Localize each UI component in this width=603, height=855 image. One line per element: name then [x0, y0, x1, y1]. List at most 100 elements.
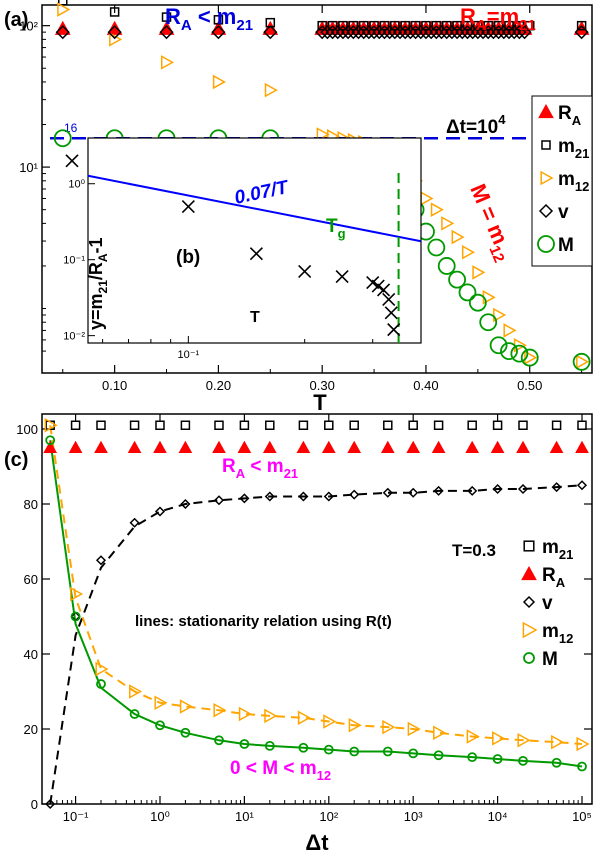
panel-b-point: [181, 200, 195, 214]
panel-a-legend-label-RA: RA: [558, 103, 582, 128]
panel-a-point-m21: [348, 20, 359, 31]
panel-c-point-m12: [492, 731, 506, 746]
panel-b-point: [298, 264, 312, 279]
panel-a-point-m21: [390, 20, 400, 31]
panel-a-legend-label-m21: m21: [558, 136, 589, 161]
panel-a-point-v: [361, 25, 376, 40]
panel-c-point-m21: [433, 420, 444, 430]
panel-a-point-m12: [212, 74, 226, 90]
panel-c-legend-label-m12: m12: [542, 621, 573, 646]
panel-c-point-m21: [349, 420, 359, 430]
panel-b-point: [387, 323, 401, 337]
panel-a-series-v: [55, 25, 589, 40]
panel-a-point-m12: [451, 229, 465, 245]
panel-a-point-v: [382, 25, 397, 40]
panel-c-point-RA: [321, 440, 336, 454]
panel-c-y-tick-label: 0: [31, 797, 38, 812]
panel-a-point-M: [448, 270, 466, 289]
panel-a-y-tick-label: 10¹: [19, 160, 38, 175]
panel-a-point-m21: [358, 20, 369, 31]
panel-a-point-v: [512, 25, 527, 40]
panel-c-point-M: [467, 752, 478, 763]
panel-c-series-v: [45, 480, 588, 810]
panel-c-legend-entry-m12: m12: [522, 621, 573, 646]
panel-a-point-v: [335, 25, 351, 40]
panel-a-point-m21: [410, 20, 421, 31]
panel-a: (a) 0.10 0.20 0.30 0.40 0.50 10¹ 10² T 16 RA …: [4, 0, 593, 415]
panel-c-y-tick-label: 80: [24, 497, 38, 512]
panel-c-point-m21: [239, 420, 250, 430]
panel-c-point-m21: [155, 420, 165, 430]
panel-a-point-v: [465, 25, 480, 40]
panel-a-point-M: [468, 293, 487, 312]
panel-c-legend-entry-v: v: [522, 593, 553, 614]
panel-a-point-v: [470, 25, 485, 40]
panel-c-point-m12: [44, 417, 58, 433]
panel-c-point-v: [551, 482, 562, 493]
panel-a-point-v: [377, 25, 392, 40]
panel-c-point-RA: [153, 440, 167, 454]
panel-a-point-m21: [483, 20, 493, 31]
panel-c-point-v: [492, 483, 503, 495]
panel-a-legend-marker-m21: [541, 140, 551, 150]
panel-c-point-RA: [68, 440, 83, 454]
panel-c-point-m12: [264, 708, 278, 724]
panel-a-point-RA: [54, 20, 71, 35]
panel-a-legend-marker-M: [537, 235, 555, 253]
panel-a-point-v: [486, 25, 501, 40]
panel-a-point-m21: [441, 20, 452, 31]
panel-a-point-M: [500, 342, 518, 360]
panel-c-point-m21: [324, 420, 334, 430]
panel-c-point-RA: [380, 440, 395, 454]
panel-c-point-M: [264, 740, 275, 751]
panel-a-point-m21: [213, 15, 224, 25]
panel-b-series: [65, 154, 401, 337]
panel-c-point-m21: [467, 420, 477, 430]
panel-c-point-M: [298, 742, 309, 753]
panel-a-point-m12: [264, 82, 278, 98]
panel-a-point-m21: [473, 20, 483, 31]
panel-c-point-m12: [466, 729, 480, 744]
panel-b-y-tick-label: 10⁻²: [63, 331, 85, 343]
panel-c-point-m12: [238, 706, 252, 722]
panel-c-point-RA: [575, 440, 589, 454]
panel-a-point-m21: [431, 20, 442, 31]
panel-c-point-M: [180, 727, 191, 738]
panel-a-point-m12: [461, 244, 476, 260]
panel-a-point-RA: [106, 20, 123, 35]
panel-c-point-v: [349, 489, 360, 500]
panel-a-legend-label-M: M: [558, 235, 574, 256]
panel-a-x-tick-label: 0.10: [102, 378, 127, 393]
panel-a-legend-entry-v: v: [538, 202, 569, 223]
panel-c-point-RA: [262, 440, 277, 454]
panel-a-point-m21: [327, 20, 338, 31]
panel-a-point-v: [346, 25, 361, 40]
panel-c-point-RA: [347, 440, 362, 454]
panel-a-point-v: [55, 25, 70, 40]
panel-c-point-RA: [178, 440, 193, 454]
panel-a-point-v: [403, 25, 418, 40]
panel-a-point-v: [434, 25, 449, 40]
panel-c-y-tick-label: 20: [24, 722, 38, 737]
panel-a-point-M: [572, 352, 591, 371]
panel-b-x-axis-label: T: [250, 309, 260, 326]
panel-c-point-RA: [296, 440, 311, 454]
panel-c-x-tick-label: 10⁰: [150, 809, 170, 824]
panel-a-point-v: [475, 25, 491, 40]
panel-a-point-M: [489, 336, 508, 355]
panel-a-legend-entry-RA: RA: [538, 103, 582, 128]
panel-a-point-v: [372, 25, 387, 40]
panel-c-point-RA: [406, 440, 421, 454]
panel-c-point-m21: [383, 420, 393, 430]
panel-c-legend-marker-RA: [521, 565, 537, 581]
panel-c-point-v: [95, 555, 107, 566]
panel-a-point-v: [517, 25, 532, 40]
panel-a-point-v: [439, 25, 454, 40]
panel-a-point-m12: [57, 2, 71, 17]
panel-a-point-v: [418, 25, 434, 40]
panel-c-label: (c): [4, 449, 28, 471]
panel-a-point-v: [455, 25, 470, 40]
panel-c: (c) 10⁻¹ 10⁰ 10¹ 10² 10³ 10⁴ 10⁵ 020406080100 …: [4, 413, 593, 855]
panel-c-point-M: [155, 720, 165, 731]
